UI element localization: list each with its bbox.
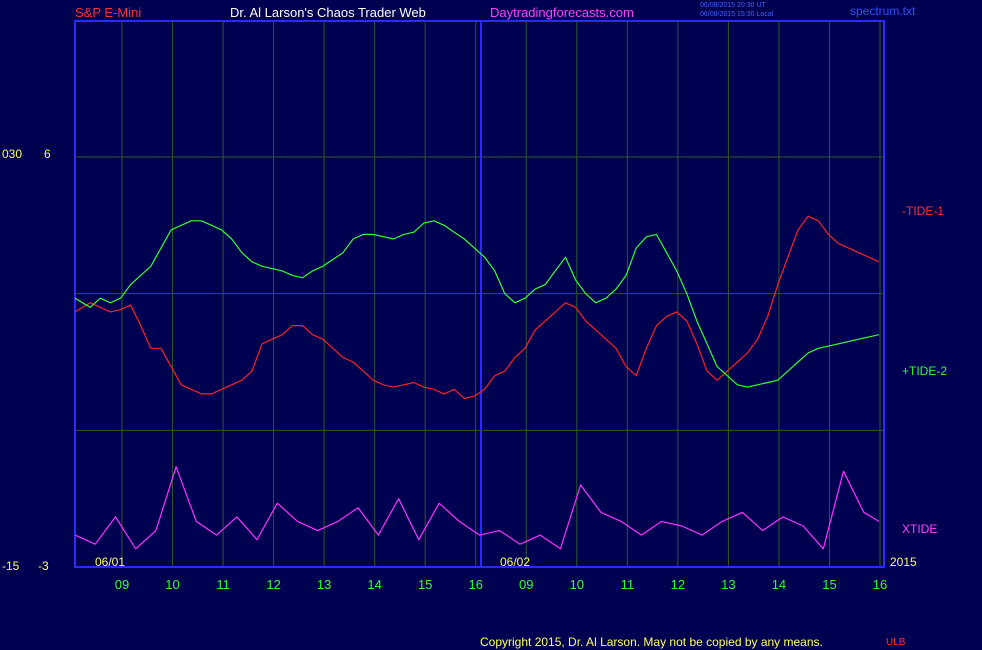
x-tick-label-10: 11 [621,577,635,592]
date-label-1: 06/01 [95,555,126,569]
left-axis-bottom-b: -3 [38,559,49,573]
x-tick-label-13: 14 [772,577,786,592]
author-label: Dr. Al Larson's Chaos Trader Web [230,5,426,20]
year-label: 2015 [890,555,917,569]
left-axis-bottom-a: -15 [2,559,20,573]
x-tick-label-11: 12 [671,577,685,592]
x-tick-label-4: 13 [317,577,331,592]
x-tick-label-8: 09 [519,577,533,592]
x-tick-label-9: 10 [570,577,584,592]
x-tick-label-5: 14 [367,577,381,592]
footer-mark: ULB [886,637,906,648]
x-tick-label-7: 16 [468,577,482,592]
left-axis-top-b: 6 [44,147,51,161]
x-tick-label-6: 15 [418,577,432,592]
tide2-line [74,220,880,388]
copyright-text: Copyright 2015, Dr. Al Larson. May not b… [480,635,823,649]
x-tick-label-1: 10 [165,577,179,592]
plot-frame [74,20,885,568]
filename-label: spectrum.txt [850,4,916,18]
x-tick-label-14: 15 [822,577,836,592]
date-label-2: 06/02 [500,555,531,569]
x-tick-label-15: 16 [873,577,887,592]
x-tick-label-0: 09 [115,577,129,592]
x-tick-label-12: 13 [721,577,735,592]
timestamp-local: 06/08/2015 15:30 Local [700,11,774,18]
x-tick-label-2: 11 [216,577,230,592]
tide1-line [74,215,880,399]
site-link[interactable]: Daytradingforecasts.com [490,5,634,20]
left-axis-top-a: 030 [2,147,23,161]
xtide-label: XTIDE [902,522,938,536]
timestamp-ut: 06/08/2015 20:30 UT [700,2,766,9]
tide2-label: +TIDE-2 [902,364,948,378]
xtide-line [74,466,880,550]
symbol-label: S&P E-Mini [75,5,142,20]
tide1-label: -TIDE-1 [902,204,944,218]
x-tick-label-3: 12 [266,577,280,592]
